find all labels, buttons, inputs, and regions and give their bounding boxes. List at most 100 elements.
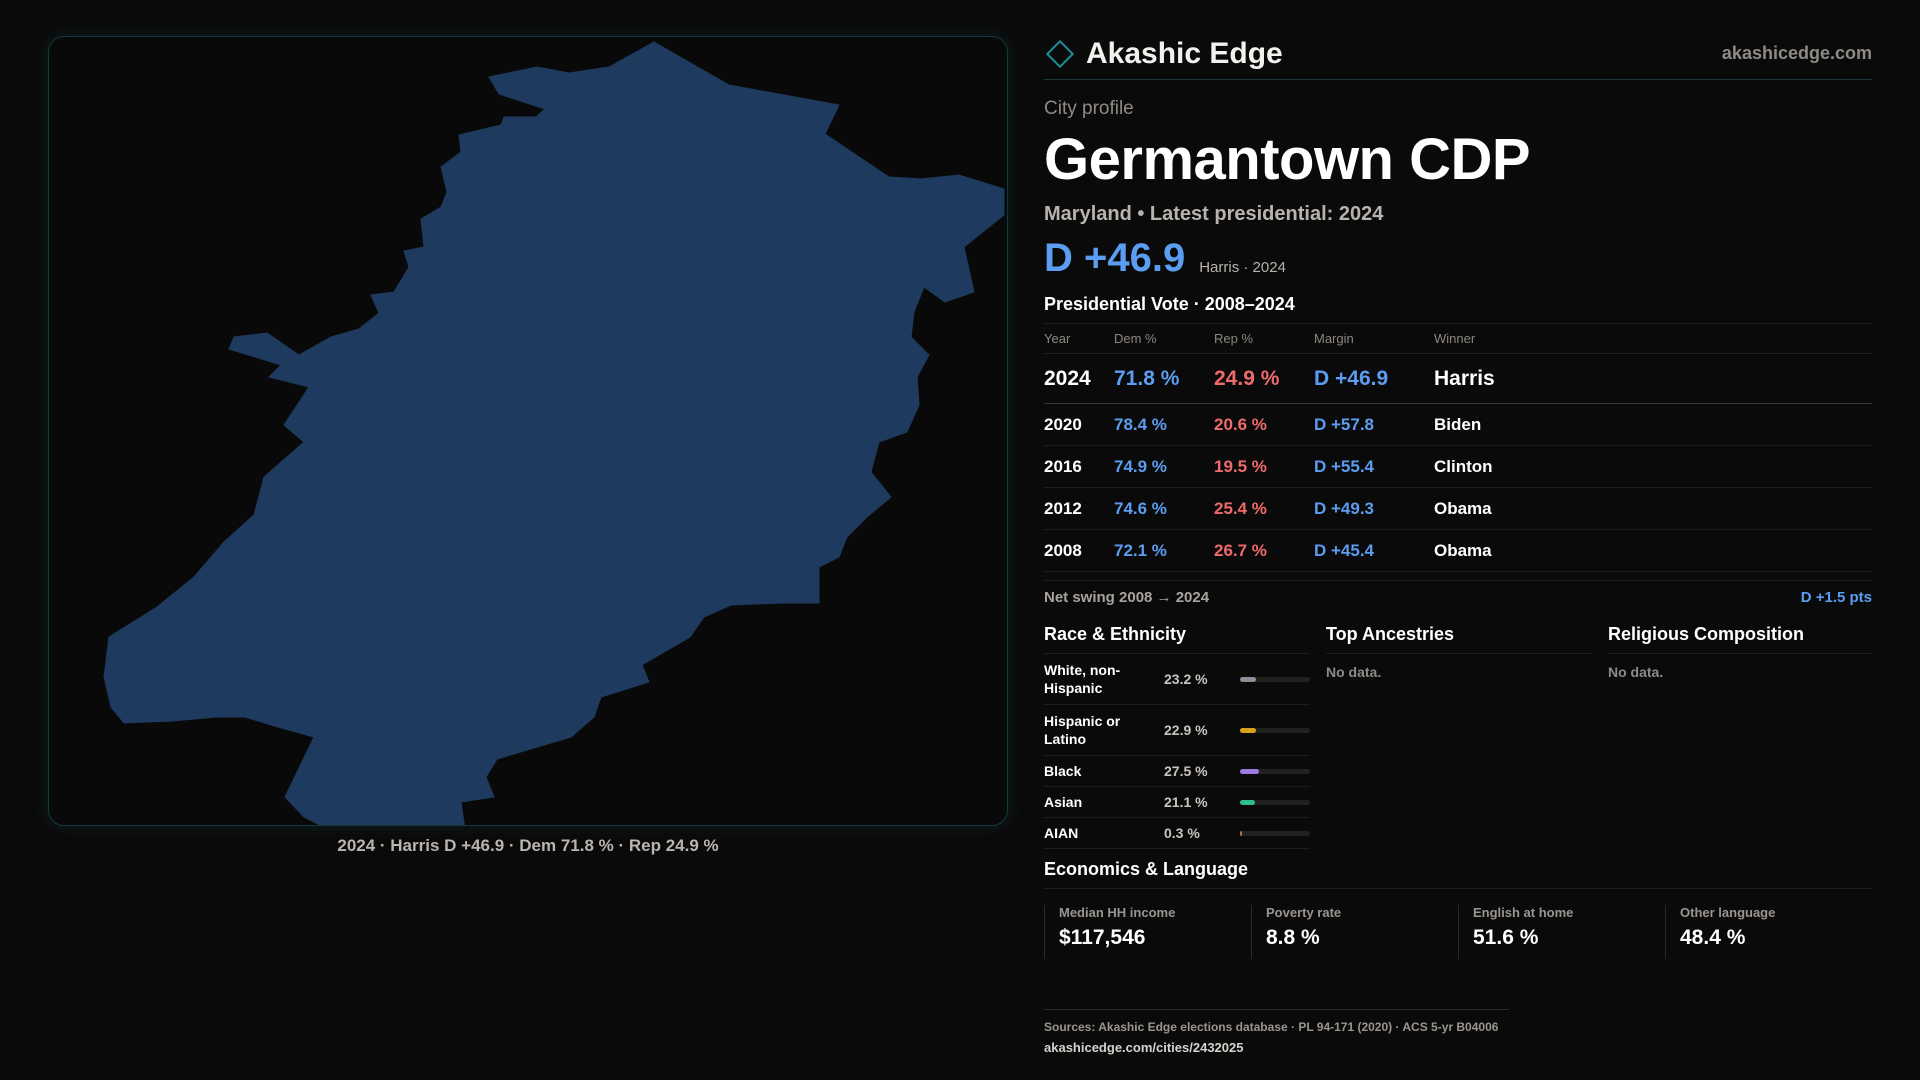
row-dem-pct: 72.1 % — [1114, 529, 1214, 572]
net-swing-label: Net swing 2008 → 2024 — [1044, 589, 1210, 606]
net-swing-value: D +1.5 pts — [1800, 589, 1872, 606]
map-frame — [48, 36, 1008, 826]
race-bar-fill — [1240, 799, 1255, 805]
brand[interactable]: Akashic Edge — [1044, 37, 1283, 71]
race-bar-fill — [1240, 727, 1256, 733]
row-year: 2008 — [1044, 529, 1114, 572]
page-kicker: City profile — [1044, 98, 1134, 119]
row-winner: Obama — [1434, 487, 1872, 530]
footer: Sources: Akashic Edge elections database… — [1044, 1009, 1509, 1055]
headline-result: D +46.9 Harris · 2024 — [1044, 236, 1872, 280]
brand-url-link[interactable]: akashicedge.com — [1721, 43, 1872, 63]
diamond-logo-icon — [1045, 39, 1075, 68]
row-rep-pct: 26.7 % — [1214, 529, 1314, 572]
headline-note: Harris · 2024 — [1199, 259, 1286, 276]
race-pct: 0.3 % — [1164, 825, 1200, 841]
stat-median-income: Median HH income $117,546 — [1044, 905, 1251, 959]
race-row: Asian 21.1 % — [1044, 787, 1310, 818]
race-pct: 27.5 % — [1164, 763, 1208, 779]
stat-label: Median HH income — [1059, 905, 1176, 920]
row-year: 2016 — [1044, 445, 1114, 488]
stat-poverty-rate: Poverty rate 8.8 % — [1251, 905, 1458, 959]
row-margin: D +46.9 — [1314, 353, 1434, 404]
row-year: 2012 — [1044, 487, 1114, 530]
city-boundary-map — [103, 41, 1005, 826]
row-year: 2020 — [1044, 403, 1114, 446]
demographics-section: Race & Ethnicity White, non-Hispanic 23.… — [1044, 624, 1872, 849]
stat-label: Poverty rate — [1266, 905, 1342, 920]
footer-url-link[interactable]: akashicedge.com/cities/2432025 — [1044, 1040, 1244, 1055]
race-row: White, non-Hispanic 23.2 % — [1044, 654, 1310, 705]
row-winner: Obama — [1434, 529, 1872, 572]
race-row: Hispanic or Latino 22.9 % — [1044, 705, 1310, 756]
table-row: 2012 74.6 % 25.4 % D +49.3 Obama — [1044, 487, 1872, 530]
race-bar-fill — [1240, 768, 1259, 774]
headline-margin: D +46.9 — [1044, 236, 1186, 280]
race-bar — [1240, 799, 1310, 805]
map-caption: 2024 · Harris D +46.9 · Dem 71.8 % · Rep… — [337, 836, 719, 855]
row-year: 2024 — [1044, 353, 1114, 404]
column-header-dem: Dem % — [1114, 323, 1214, 354]
race-pct: 22.9 % — [1164, 722, 1208, 738]
race-label: Hispanic or Latino — [1044, 713, 1121, 747]
column-header-year: Year — [1044, 323, 1114, 354]
race-pct: 21.1 % — [1164, 794, 1208, 810]
economics-title: Economics & Language — [1044, 859, 1872, 889]
stat-value: 8.8 % — [1266, 926, 1320, 949]
race-ethnicity-panel: Race & Ethnicity White, non-Hispanic 23.… — [1044, 624, 1310, 849]
presidential-vote-title: Presidential Vote · 2008–2024 — [1044, 294, 1295, 314]
city-boundary-shape[interactable] — [103, 41, 1005, 826]
row-dem-pct: 71.8 % — [1114, 353, 1214, 404]
race-label: Black — [1044, 763, 1082, 779]
brand-name: Akashic Edge — [1086, 36, 1283, 70]
row-rep-pct: 19.5 % — [1214, 445, 1314, 488]
race-label: AIAN — [1044, 825, 1079, 841]
row-rep-pct: 25.4 % — [1214, 487, 1314, 530]
race-bar-fill — [1240, 676, 1256, 682]
stat-other-language: Other language 48.4 % — [1665, 905, 1872, 959]
ancestries-panel: Top Ancestries No data. — [1326, 624, 1592, 849]
race-bar — [1240, 768, 1310, 774]
row-margin: D +49.3 — [1314, 487, 1434, 530]
row-dem-pct: 78.4 % — [1114, 403, 1214, 446]
row-rep-pct: 24.9 % — [1214, 353, 1314, 404]
race-row: Black 27.5 % — [1044, 756, 1310, 787]
economics-stats: Median HH income $117,546 Poverty rate 8… — [1044, 905, 1872, 959]
stat-english-at-home: English at home 51.6 % — [1458, 905, 1665, 959]
race-label: Asian — [1044, 794, 1083, 810]
brand-header: Akashic Edge akashicedge.com — [1044, 28, 1872, 80]
race-row: AIAN 0.3 % — [1044, 818, 1310, 849]
table-row: 2024 71.8 % 24.9 % D +46.9 Harris — [1044, 353, 1872, 404]
row-margin: D +45.4 — [1314, 529, 1434, 572]
page-subtitle: Maryland • Latest presidential: 2024 — [1044, 203, 1384, 225]
stat-value: 48.4 % — [1680, 926, 1746, 949]
presidential-vote-table: Year Dem % Rep % Margin Winner 2024 71.8… — [1044, 323, 1872, 572]
table-row: 2016 74.9 % 19.5 % D +55.4 Clinton — [1044, 445, 1872, 488]
row-dem-pct: 74.9 % — [1114, 445, 1214, 488]
stat-label: Other language — [1680, 905, 1776, 920]
race-bar — [1240, 830, 1310, 836]
net-swing: Net swing 2008 → 2024 D +1.5 pts — [1044, 580, 1872, 606]
column-header-winner: Winner — [1434, 323, 1872, 354]
religion-panel: Religious Composition No data. — [1608, 624, 1872, 849]
table-row: 2008 72.1 % 26.7 % D +45.4 Obama — [1044, 529, 1872, 572]
footer-sources: Sources: Akashic Edge elections database… — [1044, 1020, 1499, 1034]
religion-empty: No data. — [1608, 664, 1664, 680]
stat-label: English at home — [1473, 905, 1574, 920]
ancestries-title: Top Ancestries — [1326, 624, 1592, 654]
row-rep-pct: 20.6 % — [1214, 403, 1314, 446]
profile-panel: Akashic Edge akashicedge.com City profil… — [1044, 28, 1872, 1055]
row-winner: Harris — [1434, 353, 1872, 404]
row-dem-pct: 74.6 % — [1114, 487, 1214, 530]
race-bar-fill — [1240, 830, 1242, 836]
column-header-rep: Rep % — [1214, 323, 1314, 354]
row-winner: Biden — [1434, 403, 1872, 446]
race-ethnicity-title: Race & Ethnicity — [1044, 624, 1310, 654]
ancestries-empty: No data. — [1326, 664, 1382, 680]
page-title: Germantown CDP — [1044, 127, 1531, 192]
stat-value: $117,546 — [1059, 926, 1146, 949]
row-margin: D +57.8 — [1314, 403, 1434, 446]
row-margin: D +55.4 — [1314, 445, 1434, 488]
race-label: White, non-Hispanic — [1044, 662, 1121, 696]
row-winner: Clinton — [1434, 445, 1872, 488]
